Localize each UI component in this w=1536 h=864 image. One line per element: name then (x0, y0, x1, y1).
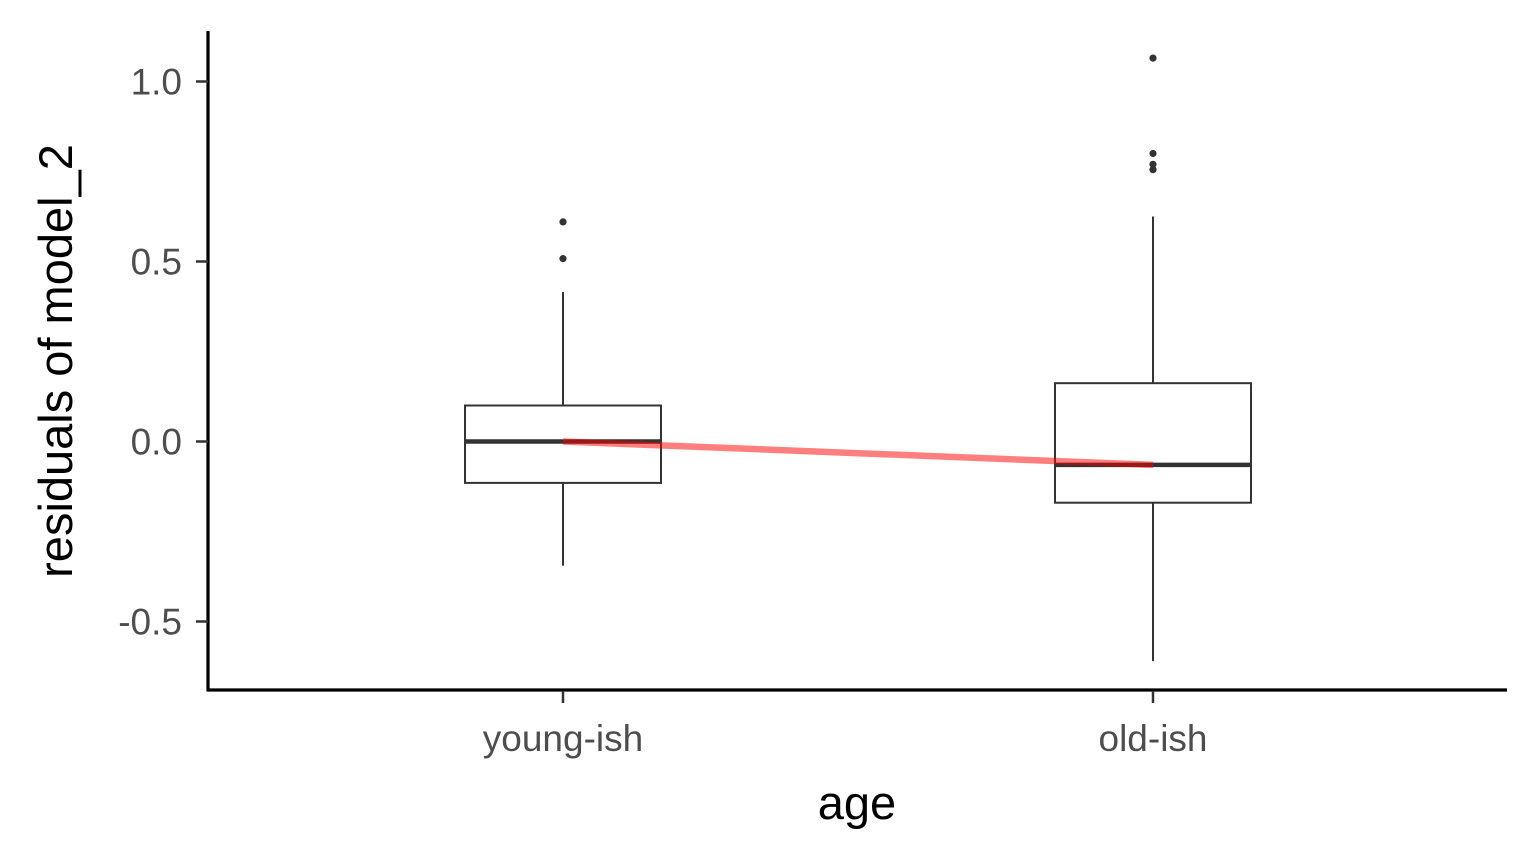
y-tick-label: -0.5 (118, 602, 182, 643)
ticks: -0.5 0.0 0.5 1.0 young-ish old-ish (118, 62, 1207, 760)
x-tick-label: old-ish (1099, 718, 1208, 759)
axes (206, 31, 1507, 692)
outlier-point (559, 218, 567, 226)
outlier-point (1149, 54, 1157, 62)
outlier-point (1149, 166, 1157, 174)
y-tick-label: 0.5 (131, 242, 182, 283)
boxplot-old-ish (1054, 54, 1252, 662)
y-tick-label: 1.0 (131, 62, 182, 103)
outlier-point (1149, 160, 1157, 168)
mean-trend-line (562, 438, 1154, 469)
box-iqr (1054, 382, 1252, 504)
y-axis-title: residuals of model_2 (29, 144, 82, 578)
x-tick-label: young-ish (483, 718, 643, 759)
plot-area (464, 54, 1252, 662)
x-axis-title: age (818, 776, 896, 829)
outlier-point (559, 255, 567, 263)
boxplot-young-ish (464, 218, 662, 566)
outlier-point (1149, 149, 1157, 158)
y-tick-label: 0.0 (131, 422, 182, 463)
